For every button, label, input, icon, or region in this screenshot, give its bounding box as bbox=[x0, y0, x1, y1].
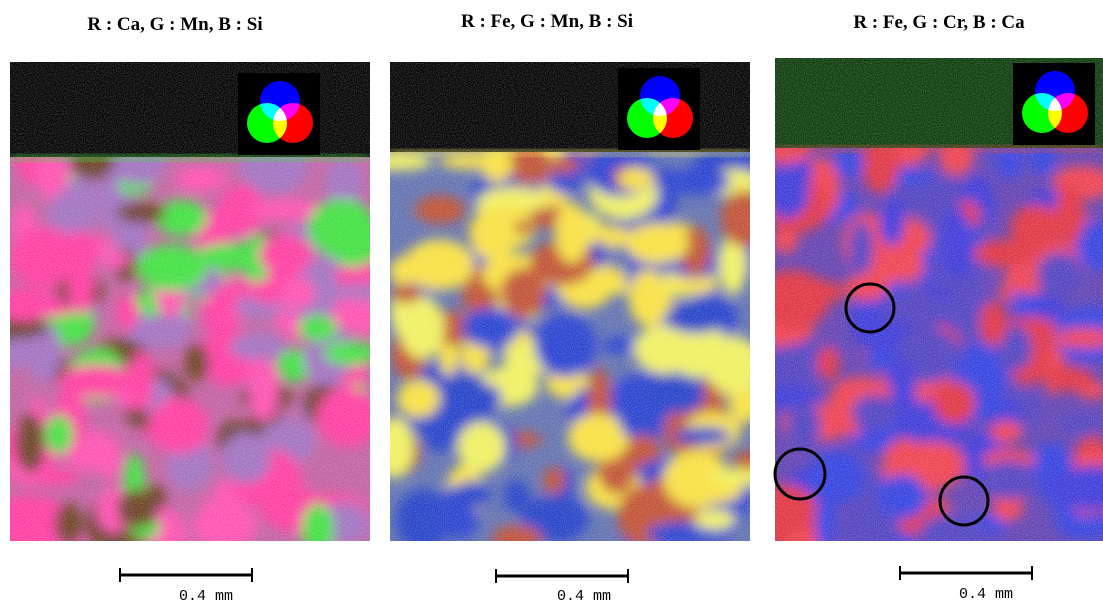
figure: R : Ca, G : Mn, B : Si R : Fe, G : Mn, B… bbox=[0, 0, 1103, 606]
element-map bbox=[361, 62, 784, 552]
panel-title: R : Fe, G : Cr, B : Ca bbox=[853, 12, 1025, 33]
rgb-circle bbox=[653, 98, 693, 138]
rgb-circle bbox=[1048, 93, 1088, 133]
panel-title: R : Fe, G : Mn, B : Si bbox=[461, 11, 633, 32]
element-map bbox=[739, 58, 1103, 569]
panel-title: R : Ca, G : Mn, B : Si bbox=[87, 14, 262, 35]
scale-label: 0.4 mm bbox=[959, 586, 1013, 603]
element-map bbox=[0, 62, 386, 565]
scale-bar bbox=[120, 566, 1032, 583]
scale-label: 0.4 mm bbox=[179, 588, 233, 605]
rgb-circle bbox=[273, 103, 313, 143]
scale-label: 0.4 mm bbox=[557, 588, 611, 605]
